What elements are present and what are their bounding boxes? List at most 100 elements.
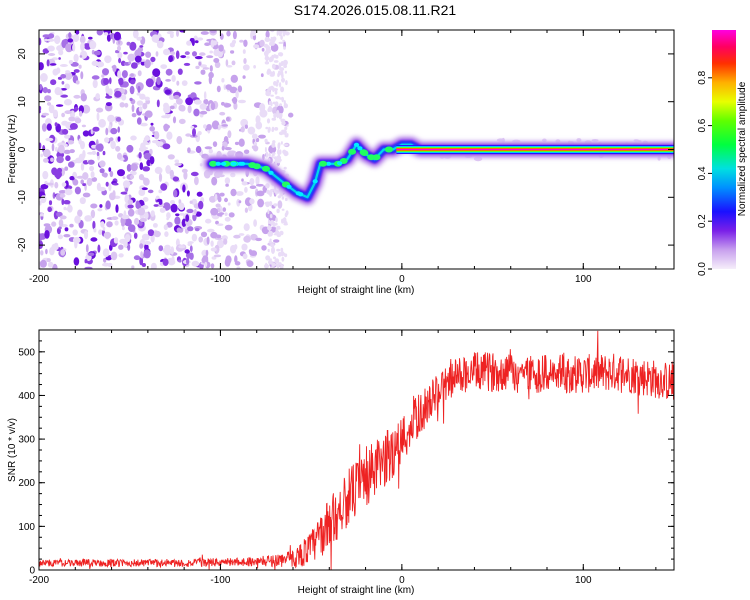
noise-speck <box>239 39 244 43</box>
noise-speck <box>92 79 98 89</box>
noise-speck <box>69 149 75 154</box>
noise-speck <box>272 263 278 266</box>
noise-speck <box>170 203 178 213</box>
noise-speck <box>103 257 107 263</box>
noise-speck <box>41 112 50 116</box>
noise-speck <box>181 218 187 228</box>
noise-speck <box>288 112 294 118</box>
noise-speck <box>102 68 109 76</box>
noise-speck <box>84 259 88 264</box>
noise-speck <box>130 73 134 77</box>
noise-speck <box>138 221 143 227</box>
ridge-blob <box>231 161 237 166</box>
snr-panel: -200 -100 0 100 0 100 200 300 400 500 SNR (10 * v… <box>7 329 675 596</box>
noise-speck <box>228 212 235 218</box>
noise-speck <box>115 145 121 152</box>
noise-speck <box>223 103 232 108</box>
noise-speck <box>260 73 264 78</box>
noise-speck <box>39 106 42 111</box>
noise-speck <box>139 162 144 171</box>
noise-speck <box>214 244 220 254</box>
spectrogram-heatmap <box>39 30 674 269</box>
noise-speck <box>158 245 164 252</box>
noise-speck <box>185 214 190 222</box>
noise-speck <box>217 196 222 203</box>
noise-speck <box>85 244 89 253</box>
noise-speck <box>58 144 65 154</box>
noise-speck <box>273 256 276 260</box>
noise-speck <box>150 262 157 269</box>
noise-speck <box>225 59 229 67</box>
noise-speck <box>61 182 67 188</box>
ridge-blob <box>325 161 332 166</box>
colorbar-tick-label: 0.0 <box>697 262 708 276</box>
noise-speck <box>108 183 112 192</box>
noise-speck <box>42 149 51 158</box>
noise-speck <box>251 133 258 140</box>
noise-speck <box>127 199 133 205</box>
noise-speck <box>189 200 193 204</box>
noise-speck <box>244 207 248 213</box>
noise-speck <box>255 121 263 130</box>
noise-speck <box>232 96 238 105</box>
noise-speck <box>205 249 209 257</box>
noise-speck <box>235 191 244 196</box>
noise-speck <box>80 93 88 102</box>
noise-speck <box>192 213 197 222</box>
noise-speck <box>139 45 144 48</box>
noise-speck <box>253 141 258 147</box>
noise-speck <box>268 230 273 237</box>
noise-speck <box>157 202 165 208</box>
noise-speck <box>42 170 49 180</box>
noise-speck <box>231 60 236 66</box>
noise-speck <box>136 100 144 106</box>
noise-speck <box>210 30 217 34</box>
noise-speck <box>91 150 97 155</box>
noise-speck <box>218 212 225 216</box>
y-tick-label: -20 <box>17 237 28 252</box>
noise-speck <box>217 124 222 129</box>
noise-speck <box>271 142 276 148</box>
noise-speck <box>47 89 51 94</box>
noise-speck <box>264 138 268 143</box>
noise-speck <box>158 189 163 194</box>
noise-speck <box>278 131 284 136</box>
noise-speck <box>183 62 191 66</box>
noise-speck <box>117 152 122 160</box>
noise-speck <box>112 182 119 186</box>
noise-speck <box>181 80 188 86</box>
noise-speck <box>206 236 210 245</box>
noise-speck <box>142 197 149 202</box>
y-tick-label: 20 <box>17 48 28 60</box>
noise-speck <box>130 163 138 172</box>
noise-speck <box>271 117 277 121</box>
noise-speck <box>277 72 280 78</box>
noise-speck <box>279 82 282 88</box>
noise-speck <box>269 73 275 77</box>
noise-speck <box>280 35 283 40</box>
noise-speck <box>269 238 272 242</box>
noise-speck <box>270 30 275 33</box>
noise-speck <box>117 126 120 133</box>
noise-speck <box>225 183 229 187</box>
noise-speck <box>200 64 207 68</box>
noise-speck <box>143 136 151 141</box>
noise-speck <box>129 97 133 102</box>
noise-speck <box>152 68 161 77</box>
page-title: S174.2026.015.08.11.R21 <box>293 2 457 18</box>
noise-speck <box>274 159 278 165</box>
noise-speck <box>175 50 180 59</box>
noise-speck <box>248 249 252 254</box>
noise-speck <box>122 176 126 180</box>
noise-speck <box>204 42 211 46</box>
noise-speck <box>232 30 237 40</box>
noise-speck <box>222 207 227 212</box>
noise-speck <box>84 266 93 269</box>
x-tick-label: 100 <box>575 274 592 285</box>
noise-speck <box>102 262 110 267</box>
noise-speck <box>163 104 171 114</box>
noise-speck <box>150 122 154 126</box>
noise-speck <box>269 201 273 207</box>
noise-speck <box>184 51 190 55</box>
noise-speck <box>136 92 141 96</box>
